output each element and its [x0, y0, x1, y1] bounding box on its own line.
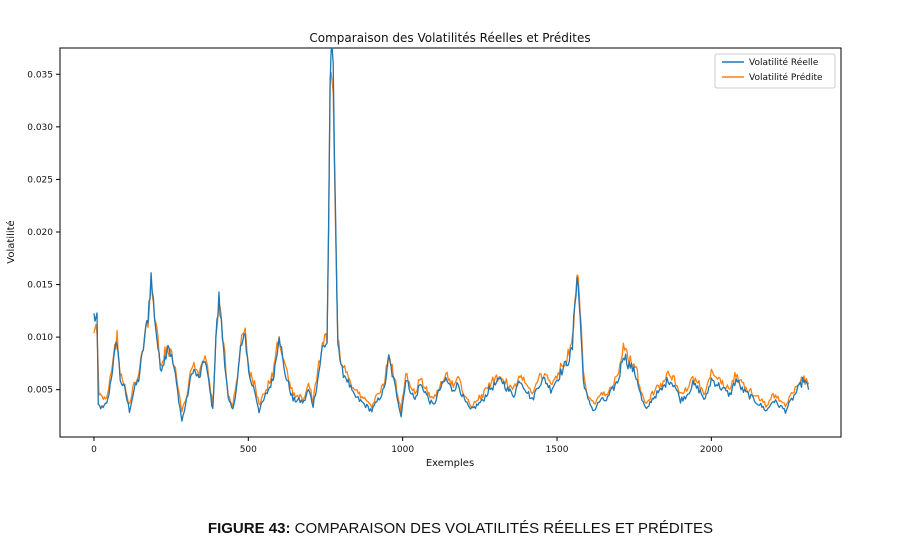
y-tick-label: 0.015: [27, 281, 53, 291]
y-tick-label: 0.005: [27, 386, 53, 396]
y-tick-label: 0.035: [27, 70, 53, 80]
series-line-predite: [93, 71, 810, 414]
figure-caption-text: COMPARAISON DES VOLATILITÉS RÉELLES ET P…: [290, 520, 714, 537]
legend: Volatilité Réelle Volatilité Prédite: [714, 53, 836, 89]
y-axis: 0.005 0.010 0.015 0.020 0.025 0.030 0.035: [27, 70, 60, 396]
chart-title: Comparaison des Volatilités Réelles et P…: [309, 31, 590, 45]
plot-frame: [59, 47, 842, 438]
x-tick-label: 2000: [700, 445, 723, 455]
y-tick-label: 0.025: [27, 175, 53, 185]
x-tick-label: 1000: [391, 445, 414, 455]
figure-caption: FIGURE 43: COMPARAISON DES VOLATILITÉS R…: [0, 520, 921, 537]
figure-caption-label: FIGURE 43:: [207, 520, 291, 537]
series-line-reelle: [93, 47, 810, 422]
x-tick-label: 500: [240, 445, 257, 455]
line-chart: Comparaison des Volatilités Réelles et P…: [5, 31, 842, 469]
x-tick-label: 1500: [546, 445, 569, 455]
legend-box: [714, 53, 836, 89]
x-axis-label: Exemples: [426, 458, 474, 469]
x-axis: 0 500 1000 1500 2000: [91, 437, 723, 455]
series-lines: [93, 47, 810, 422]
y-tick-label: 0.030: [27, 123, 53, 133]
y-tick-label: 0.020: [27, 228, 53, 238]
legend-label-reelle: Volatilité Réelle: [749, 57, 819, 68]
y-tick-label: 0.010: [27, 333, 53, 343]
x-tick-label: 0: [91, 445, 97, 455]
y-axis-label: Volatilité: [5, 220, 17, 263]
legend-label-predite: Volatilité Prédite: [749, 72, 823, 83]
